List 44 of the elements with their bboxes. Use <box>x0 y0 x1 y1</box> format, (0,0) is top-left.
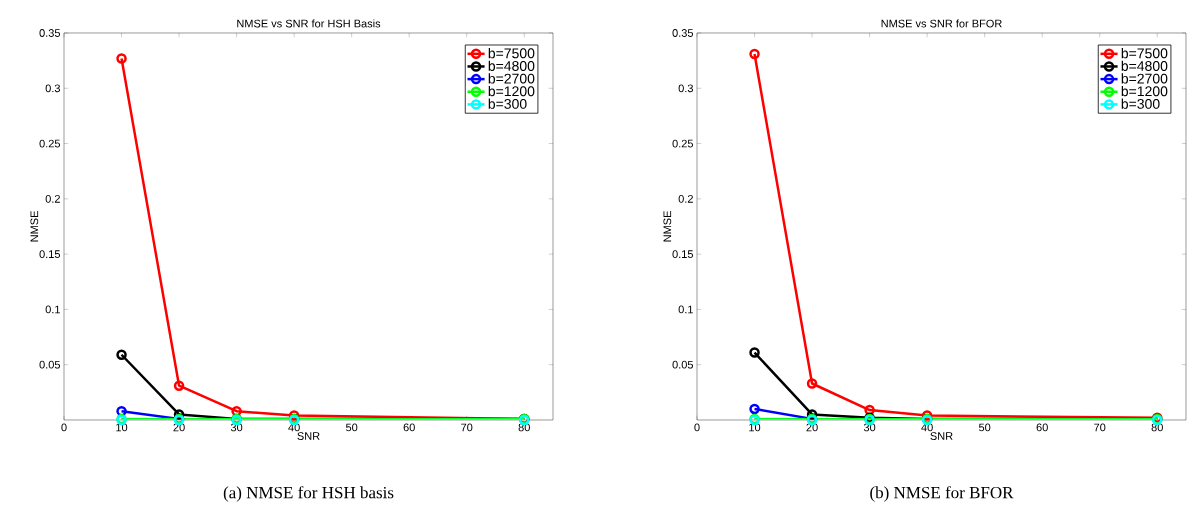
y-tick-label: 0.15 <box>39 250 61 259</box>
legend-label: b=300 <box>1121 98 1160 109</box>
legend-label: b=4800 <box>488 60 535 71</box>
y-tick-label: 0.1 <box>678 305 693 314</box>
y-tick-label: 0.25 <box>39 139 61 148</box>
y-tick-label: 0.35 <box>39 29 61 37</box>
x-tick-label: 60 <box>1036 423 1048 432</box>
y-tick-label: 0.35 <box>672 29 693 37</box>
y-tick-label: 0.3 <box>45 84 60 93</box>
x-tick-label: 0 <box>694 423 700 432</box>
text: (b) NMSE for BFOR <box>870 486 1014 502</box>
legend-label: b=7500 <box>488 48 535 59</box>
legend-label: b=1200 <box>488 85 535 97</box>
x-tick-label: 0 <box>61 423 67 432</box>
y-tick-label: 0.05 <box>39 360 61 369</box>
y-axis-title: NMSE <box>663 211 672 242</box>
x-tick-label: 70 <box>1094 423 1106 432</box>
x-axis-title: SNR <box>297 432 320 440</box>
x-tick-label: 30 <box>230 423 243 432</box>
x-tick-label: 10 <box>116 423 128 432</box>
x-tick-label: 50 <box>345 423 358 432</box>
legend-label: b=2700 <box>1121 73 1168 84</box>
y-tick-label: 0.05 <box>672 360 693 369</box>
x-tick-label: 30 <box>863 423 876 432</box>
y-tick-label: 0.2 <box>678 194 693 203</box>
x-tick-label: 10 <box>749 423 761 432</box>
legend-label: b=7500 <box>1121 48 1168 59</box>
y-tick-label: 0.25 <box>672 139 693 148</box>
x-tick-label: 70 <box>461 423 473 432</box>
legend-label: b=4800 <box>1121 60 1168 71</box>
x-tick-label: 60 <box>403 423 415 432</box>
legend-label: b=300 <box>488 98 527 109</box>
legend-label: b=2700 <box>488 73 535 84</box>
y-tick-label: 0.1 <box>45 305 60 314</box>
chart-title: NMSE vs SNR for HSH Basis <box>237 19 381 28</box>
y-tick-label: 0.3 <box>678 84 693 93</box>
x-axis-title: SNR <box>930 432 953 440</box>
chart-title: NMSE vs SNR for BFOR <box>881 19 1002 28</box>
x-tick-label: 50 <box>978 423 991 432</box>
y-tick-label: 0.2 <box>45 194 60 203</box>
y-tick-label: 0.15 <box>672 250 693 259</box>
y-axis-title: NMSE <box>30 211 39 242</box>
text: (a) NMSE for HSH basis <box>223 486 394 502</box>
legend-label: b=1200 <box>1121 85 1168 97</box>
